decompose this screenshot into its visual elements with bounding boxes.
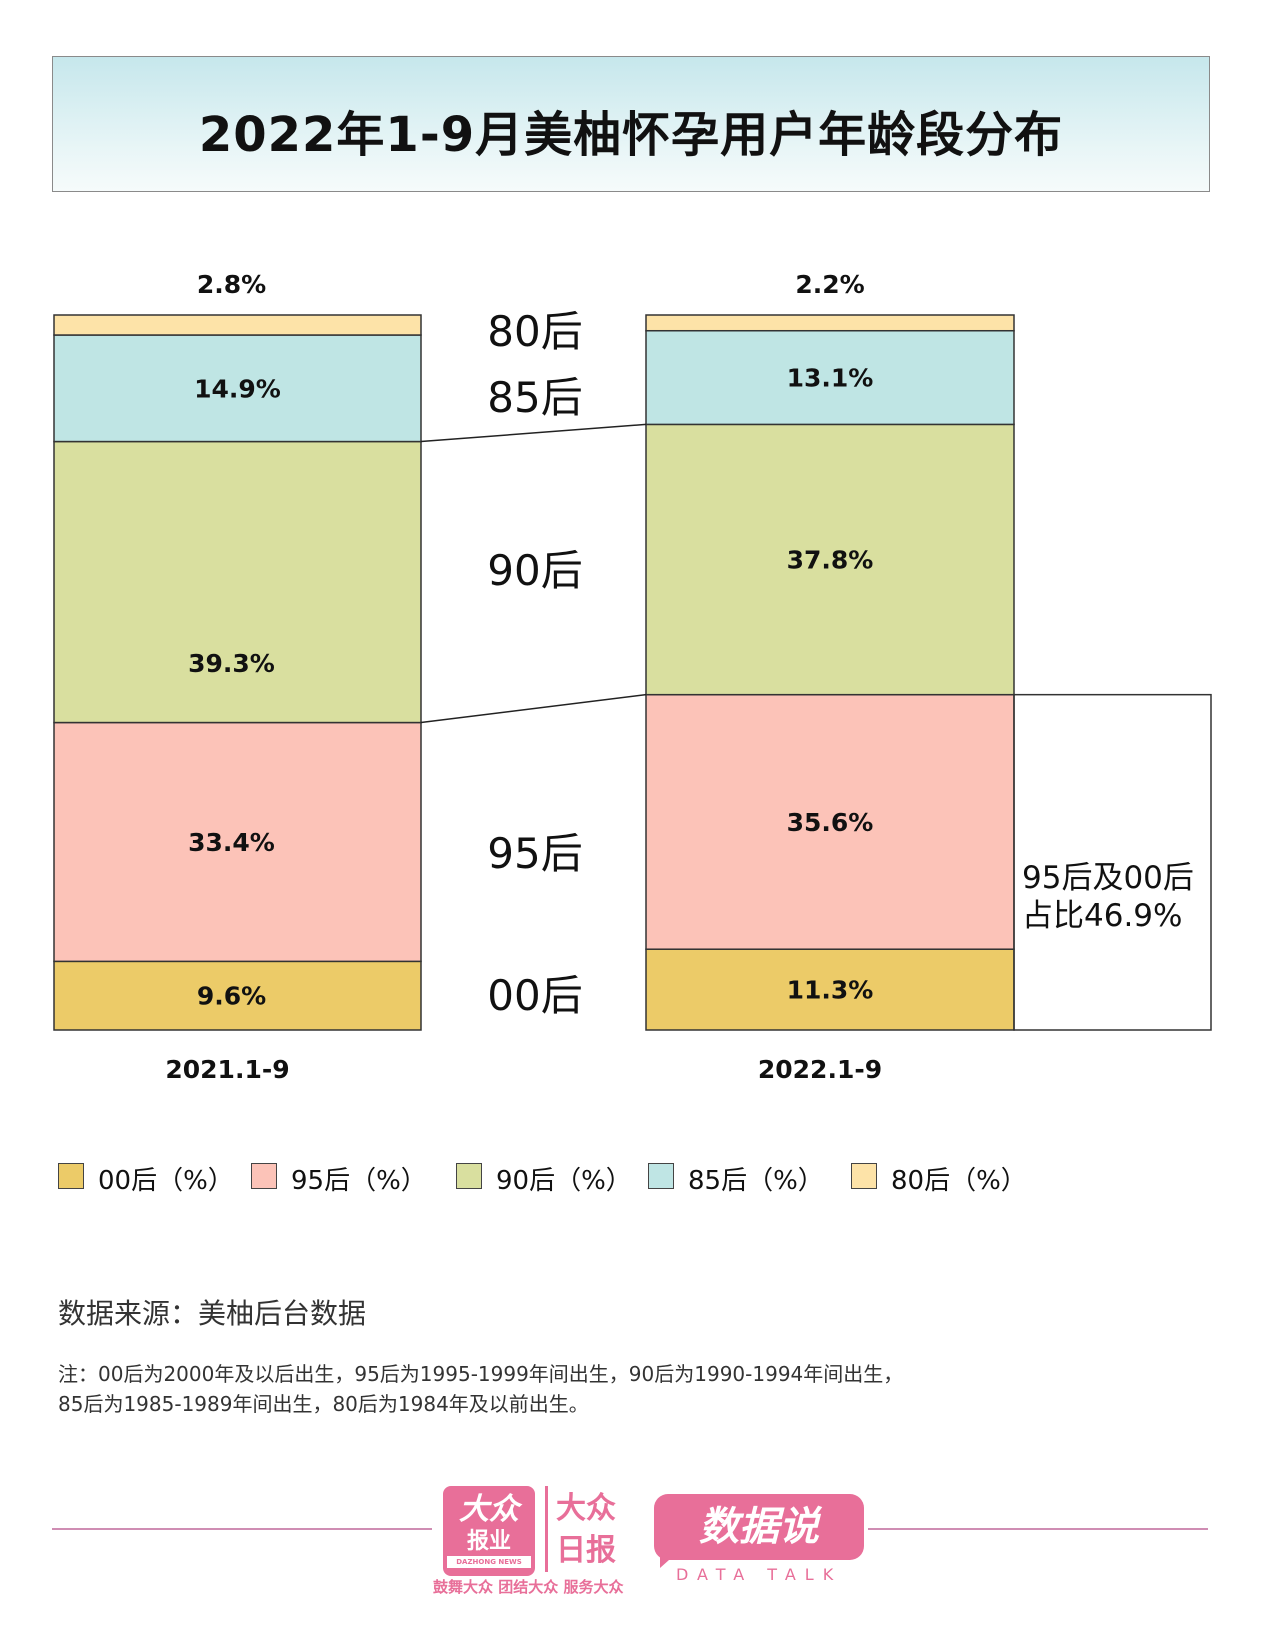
generation-label: 80后 <box>487 307 582 356</box>
legend-label: 95后（%） <box>291 1166 427 1196</box>
legend-swatch <box>648 1163 674 1189</box>
data-label: 39.3% <box>188 649 275 678</box>
bar-segment <box>645 693 1015 950</box>
data-talk-logo: 数据说 <box>654 1494 864 1560</box>
annotation-box <box>1013 693 1212 1031</box>
annotation-line-2: 占比46.9% <box>1022 898 1182 934</box>
annotation-line-1: 95后及00后 <box>1022 860 1194 896</box>
data-talk-logo-tail <box>660 1552 678 1568</box>
data-label: 14.9% <box>194 374 281 403</box>
note-line-2: 85后为1985-1989年间出生，80后为1984年及以前出生。 <box>58 1392 589 1416</box>
footer-divider-left <box>52 1528 432 1530</box>
data-label: 37.8% <box>787 546 874 575</box>
data-label: 2.2% <box>795 270 864 299</box>
bar-segment <box>645 948 1015 1031</box>
chart-title: 2022年1-9月美柚怀孕用户年龄段分布 <box>198 107 1064 163</box>
category-label: 2021.1-9 <box>165 1055 289 1084</box>
title-banner: 2022年1-9月美柚怀孕用户年龄段分布 <box>52 56 1210 192</box>
legend-label: 00后（%） <box>98 1166 234 1196</box>
generation-label: 85后 <box>487 373 582 422</box>
logo2-line1: 大众 <box>556 1491 616 1526</box>
slogan: 鼓舞大众 团结大众 服务大众 <box>433 1578 624 1596</box>
bar-segment <box>645 314 1015 332</box>
connector-line <box>420 423 647 443</box>
footer-divider-right <box>868 1528 1208 1530</box>
data-label: 33.4% <box>188 828 275 857</box>
generation-label: 95后 <box>487 829 582 878</box>
legend-label: 90后（%） <box>496 1166 632 1196</box>
data-source: 数据来源：美柚后台数据 <box>58 1297 367 1330</box>
legend-swatch <box>456 1163 482 1189</box>
logo-separator <box>545 1486 548 1572</box>
legend-label: 85后（%） <box>688 1166 824 1196</box>
legend-swatch <box>251 1163 277 1189</box>
data-label: 2.8% <box>197 270 266 299</box>
generation-label: 90后 <box>487 546 582 595</box>
data-label: 13.1% <box>787 364 874 393</box>
connector-line <box>420 693 647 724</box>
legend-label: 80后（%） <box>891 1166 1027 1196</box>
bar-segment <box>53 721 422 963</box>
logo1-en: DAZHONG NEWS <box>447 1556 531 1568</box>
note-line-1: 注：00后为2000年及以后出生，95后为1995-1999年间出生，90后为1… <box>58 1362 904 1386</box>
dazhong-daily-logo: 大众 日报 <box>556 1488 626 1572</box>
bar-segment <box>53 334 422 443</box>
bar-segment <box>53 440 422 724</box>
data-label: 35.6% <box>787 808 874 837</box>
data-label: 11.3% <box>787 976 874 1005</box>
bar-segment <box>645 423 1015 696</box>
logo1-bottom: 报业 <box>466 1529 511 1554</box>
dazhong-news-logo: 大众 报业 DAZHONG NEWS <box>443 1486 535 1576</box>
data-label: 9.6% <box>197 982 266 1011</box>
legend-swatch <box>58 1163 84 1189</box>
legend-swatch <box>851 1163 877 1189</box>
bar-segment <box>645 329 1015 426</box>
data-talk-en: DATA TALK <box>676 1565 843 1584</box>
logo1-top: 大众 <box>459 1492 519 1527</box>
generation-label: 00后 <box>487 971 582 1020</box>
logo2-line2: 日报 <box>556 1533 616 1568</box>
category-label: 2022.1-9 <box>758 1055 882 1084</box>
stacked-bar-chart: 9.6% 33.4% 39.3% 14.9% 2.8% 2021.1-9 11.3% 35.6… <box>53 270 1212 1084</box>
bar-segment <box>53 314 422 336</box>
